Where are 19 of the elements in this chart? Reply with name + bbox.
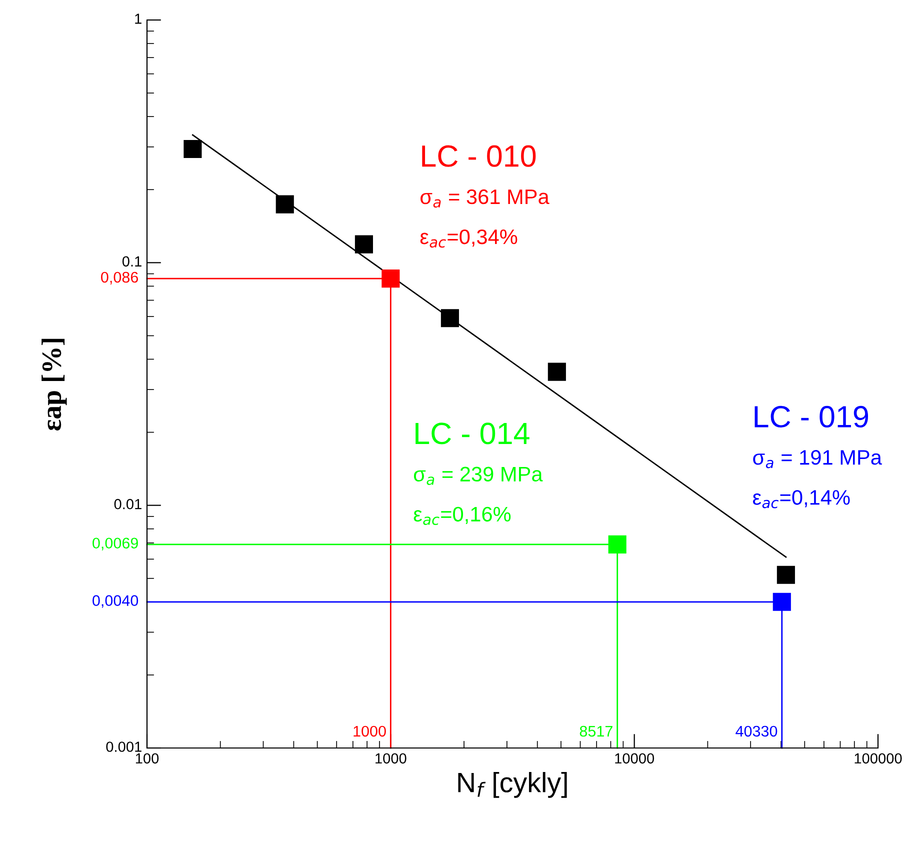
annotation: 0,0040 <box>92 595 138 608</box>
text: LC - 014 σ$_{a}$ = 239 MPa ε$_{ac}$=0,16% <box>414 422 543 525</box>
x-tick-label: 100 <box>136 753 159 764</box>
y-tick-label: 1 <box>135 14 142 24</box>
annotation: 0,0069 <box>92 538 138 550</box>
y-tick-label: 0.1 <box>122 256 142 267</box>
y-axis-title: εap [%] <box>42 338 67 430</box>
y-tick-label: 0.001 <box>106 742 142 752</box>
annotation: 0,086 <box>101 272 138 284</box>
annotation: 1000 <box>354 726 386 737</box>
x-axis-title: N$_{f}$ [cykly] <box>458 772 567 798</box>
annotation: 8517 <box>580 726 612 737</box>
x-tick-label: 1000 <box>376 753 406 764</box>
text: LC - 010 σ$_{a}$ = 361 MPa ε$_{ac}$=0,34% <box>420 145 550 248</box>
annotation: 40330 <box>736 726 778 737</box>
y-tick-label: 0.01 <box>114 498 142 510</box>
x-tick-label: 10000 <box>615 753 654 764</box>
text: LC - 019 σ$_{a}$ = 191 MPa ε$_{ac}$=0,14% <box>752 406 882 508</box>
x-tick-label: 100000 <box>854 753 902 764</box>
